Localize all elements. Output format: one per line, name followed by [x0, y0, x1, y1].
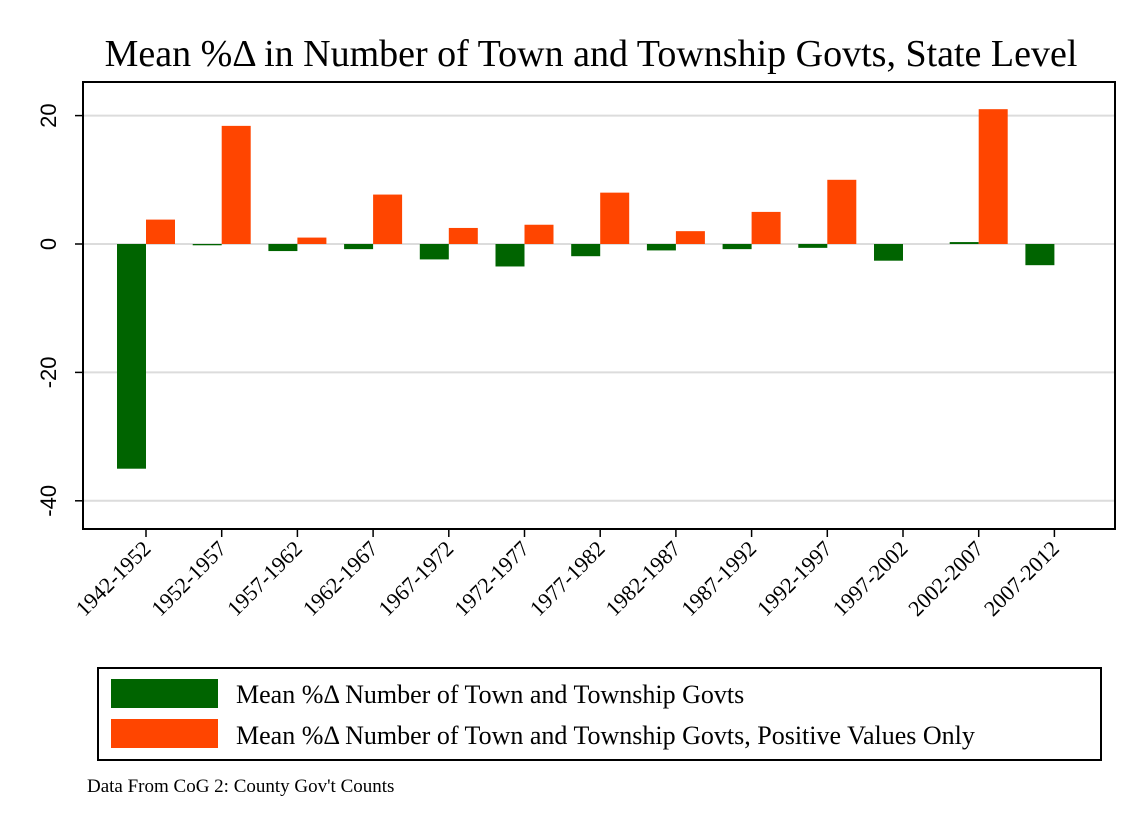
bars — [117, 109, 1055, 469]
x-tick-label: 2007-2012 — [979, 536, 1064, 621]
legend-label-series-2: Mean %Δ Number of Town and Township Govt… — [236, 721, 975, 750]
legend: Mean %Δ Number of Town and Township Govt… — [97, 667, 1102, 761]
legend-swatch-series-2 — [111, 719, 218, 748]
x-tick-label: 1967-1972 — [373, 536, 458, 621]
bar-series-1-1987-1992 — [722, 244, 752, 250]
x-tick-label: 1962-1967 — [298, 536, 383, 621]
bar-series-2-1977-1982 — [600, 192, 630, 244]
bar-series-2-1957-1962 — [297, 237, 327, 244]
y-tick-label: 0 — [36, 238, 61, 250]
bar-series-2-1987-1992 — [751, 211, 781, 244]
bar-series-1-1982-1987 — [646, 244, 676, 251]
bar-series-1-1972-1977 — [495, 244, 525, 267]
legend-box — [97, 667, 1102, 761]
bar-series-2-2002-2007 — [978, 109, 1008, 245]
x-tick-label: 1997-2002 — [827, 536, 912, 621]
y-tick-label: 20 — [36, 103, 61, 127]
x-tick-label: 1972-1977 — [449, 536, 534, 621]
x-tick-label: 1982-1987 — [600, 536, 685, 621]
x-tick-label: 2002-2007 — [903, 536, 988, 621]
bar-series-1-1977-1982 — [571, 244, 601, 257]
bar-series-1-2007-2012 — [1025, 244, 1055, 266]
bar-series-2-1952-1957 — [221, 125, 251, 244]
plot-area-frame — [82, 81, 1116, 530]
bar-series-2-1982-1987 — [675, 231, 705, 244]
bar-series-1-1992-1997 — [798, 244, 828, 248]
legend-label-series-1: Mean %Δ Number of Town and Township Govt… — [236, 680, 744, 709]
bar-series-1-1952-1957 — [192, 244, 222, 246]
bar-series-2-1972-1977 — [524, 224, 554, 244]
x-tick-label: 1992-1997 — [752, 536, 837, 621]
bar-series-2-1962-1967 — [373, 194, 403, 244]
x-axis-ticks: 1942-19521952-19571957-19621962-19671967… — [70, 529, 1064, 621]
x-tick-label: 1977-1982 — [525, 536, 610, 621]
x-tick-label: 1987-1992 — [676, 536, 761, 621]
bar-series-1-1997-2002 — [874, 244, 903, 261]
bar-series-1-1962-1967 — [344, 244, 374, 250]
bar-series-2-1992-1997 — [827, 179, 857, 244]
bar-series-2-1967-1972 — [448, 227, 478, 244]
bar-series-1-1942-1952 — [117, 244, 146, 469]
bar-series-1-1957-1962 — [268, 244, 298, 252]
bar-series-1-1967-1972 — [419, 244, 449, 260]
y-tick-label: -20 — [36, 357, 61, 389]
gridlines — [83, 114, 1115, 502]
y-tick-label: -40 — [36, 485, 61, 517]
bar-series-1-2002-2007 — [949, 242, 979, 244]
x-tick-label: 1942-1952 — [70, 536, 155, 621]
bar-series-2-1942-1952 — [146, 219, 175, 244]
chart-title: Mean %Δ in Number of Town and Township G… — [105, 33, 1078, 75]
x-tick-label: 1952-1957 — [146, 536, 231, 621]
x-tick-label: 1957-1962 — [222, 536, 307, 621]
legend-swatch-series-1 — [111, 679, 218, 708]
source-note: Data From CoG 2: County Gov't Counts — [87, 776, 394, 797]
y-axis-ticks: 20 0 -20 -40 — [36, 103, 83, 517]
